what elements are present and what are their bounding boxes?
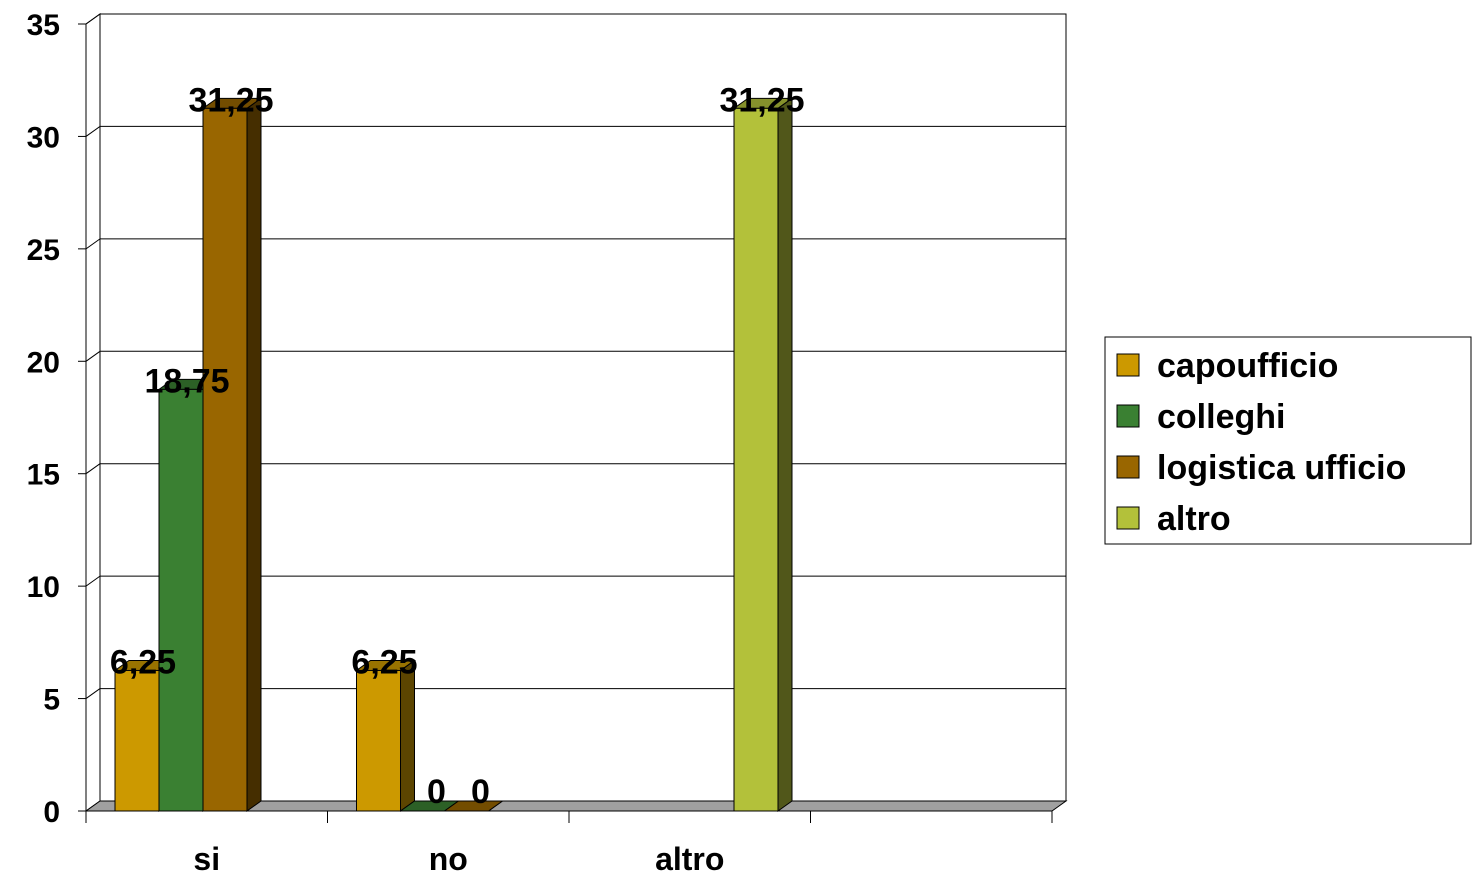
y-tick-label: 5	[43, 684, 60, 717]
plot-side-wall	[85, 13, 101, 812]
gridline-side	[85, 350, 101, 362]
data-label: 18,75	[144, 362, 229, 400]
bar-side-face	[777, 97, 793, 812]
legend-swatch	[1116, 455, 1140, 479]
y-tick-label: 30	[27, 121, 60, 154]
data-label: 0	[427, 773, 446, 811]
legend-label: colleghi	[1157, 398, 1285, 436]
legend-label: logistica ufficio	[1157, 449, 1406, 487]
x-category-label: no	[429, 841, 468, 877]
bar-logistica-ufficio-no	[442, 800, 505, 812]
bar-capoufficio-no	[354, 659, 417, 812]
bar-front-face	[114, 669, 160, 812]
bar-altro-altro	[732, 97, 794, 812]
gridline-side	[85, 463, 101, 475]
data-label: 31,25	[188, 81, 273, 119]
x-category-label: si	[193, 841, 220, 877]
legend-label: altro	[1157, 500, 1231, 538]
data-label: 0	[471, 773, 490, 811]
legend-swatch	[1116, 404, 1140, 428]
gridline-side	[85, 575, 101, 587]
bar-front-face	[733, 107, 779, 812]
legend-swatch	[1116, 353, 1140, 377]
y-tick-label: 20	[27, 346, 60, 379]
gridline-side	[85, 13, 101, 25]
bar-side-face	[246, 97, 262, 812]
gridline-side	[85, 688, 101, 699]
legend-item: colleghi	[1116, 398, 1285, 436]
legend-item: logistica ufficio	[1116, 449, 1406, 487]
bar-front-face	[356, 669, 401, 812]
legend-swatch	[1116, 506, 1140, 530]
bar-side-face	[400, 659, 415, 812]
data-label: 6,25	[110, 643, 176, 681]
y-tick-label: 35	[27, 9, 60, 42]
legend-item: capoufficio	[1116, 347, 1338, 385]
legend-box	[1104, 336, 1472, 545]
y-tick-label: 25	[27, 234, 60, 267]
data-label: 31,25	[719, 81, 804, 119]
gridline-side	[85, 126, 101, 137]
data-label: 6,25	[351, 643, 417, 681]
bar-front-face	[202, 107, 248, 812]
legend-label: capoufficio	[1157, 347, 1338, 385]
x-category-label: altro	[655, 841, 724, 877]
legend-item: altro	[1116, 500, 1231, 538]
bar-front-face	[158, 388, 204, 812]
y-tick-label: 0	[43, 796, 60, 829]
y-tick-label: 15	[27, 459, 60, 492]
bar-top-face	[442, 800, 505, 812]
legend: capoufficio colleghi logistica ufficio altr…	[1104, 336, 1472, 545]
bar-logistica-ufficio-si	[201, 97, 263, 812]
gridline-side	[85, 238, 101, 250]
y-tick-label: 10	[27, 571, 60, 604]
